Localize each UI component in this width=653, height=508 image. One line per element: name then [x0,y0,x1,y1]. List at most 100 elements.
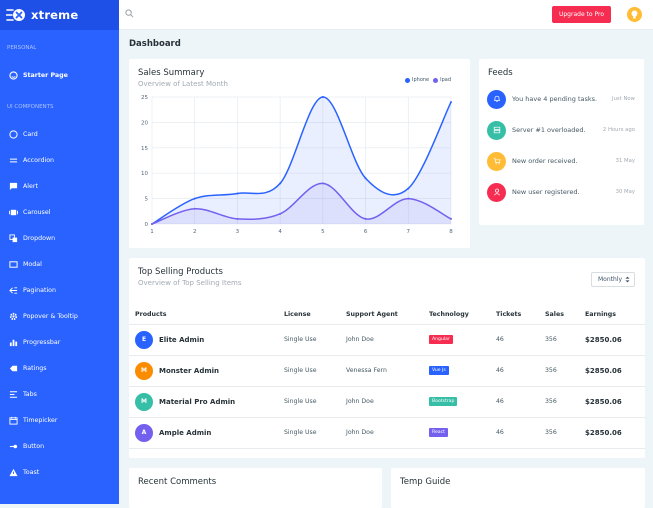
feed-time: 2 Hours ago [602,127,635,133]
feed-text: New user registered. [512,188,580,196]
feed-item[interactable]: Server #1 overloaded. 2 Hours ago [487,119,635,141]
feed-time: 31 May [615,158,635,164]
column-header: Products [129,305,278,325]
product-avatar: E [135,330,153,349]
temp-guide-card: Temp Guide [391,468,645,508]
product-name: Ample Admin [159,428,212,437]
tag-icon [9,365,18,371]
sidebar-item-dropdown[interactable]: Dropdown [0,230,119,246]
sales-cell: 356 [539,324,579,356]
sidebar-item-pagination[interactable]: Pagination [0,282,119,298]
sidebar-item-label: Ratings [23,364,47,372]
sidebar-item-accordion[interactable]: Accordion [0,152,119,168]
agent-cell: John Doe [340,417,423,449]
sidebar-item-label: Dropdown [23,234,56,242]
data-point-iphone [407,187,410,190]
chart-legend: Iphone Ipad [401,77,451,83]
product-avatar: M [135,392,153,411]
x-tick-label: 5 [321,229,325,235]
data-point-ipad [364,217,367,220]
monthly-select[interactable]: Monthly [591,272,635,287]
data-point-ipad [279,212,282,215]
table-row[interactable]: A Ample Admin Single Use John Doe React 4… [129,417,645,449]
y-tick-label: 25 [141,95,148,101]
alert-triangle-icon [9,468,18,476]
series-area-iphone [152,96,451,224]
data-point-ipad [321,182,324,185]
feed-time: Just Now [612,96,635,102]
x-tick-label: 3 [236,229,240,235]
earnings-cell: $2850.06 [579,355,645,387]
sidebar-item-label: Popover & Tooltip [23,312,78,320]
sidebar-item-progressbar[interactable]: Progressbar [0,334,119,350]
sales-chart: 0 5 10 15 20 25 1 2 3 4 5 6 7 8 [141,95,453,235]
sidebar-item-label: Toast [23,468,40,476]
toggle-icon [9,444,18,448]
data-point-iphone [193,197,196,200]
feed-item[interactable]: New user registered. 30 May [487,181,635,203]
feed-icon-bg [487,151,506,171]
pagination-icon [9,286,18,294]
y-tick-label: 15 [141,146,148,152]
agent-cell: John Doe [340,386,423,418]
tickets-cell: 46 [490,355,539,387]
top-selling-card: Top Selling Products Overview of Top Sel… [129,258,645,458]
brand-name: xtreme [31,8,79,22]
table-row[interactable]: M Material Pro Admin Single Use John Doe … [129,386,645,418]
avatar[interactable] [627,7,642,22]
sidebar-item-popover-tooltip[interactable]: Popover & Tooltip [0,308,119,324]
data-point-iphone [236,192,239,195]
calendar-icon [9,416,18,425]
table-header-row: Products License Support Agent Technolog… [129,305,645,325]
sidebar-item-card[interactable]: Card [0,126,119,142]
logo[interactable]: xtreme [0,0,119,30]
series-area-ipad [152,183,451,224]
sidebar-item-starter-page[interactable]: Starter Page [0,67,119,83]
sidebar-item-label: Progressbar [23,338,61,346]
sidebar-item-label: Timepicker [23,416,58,424]
search-icon[interactable] [125,9,134,18]
sidebar-item-toast[interactable]: Toast [0,464,119,480]
circle-icon [9,129,18,139]
x-tick-label: 2 [193,229,197,235]
feed-text: You have 4 pending tasks. [512,95,598,103]
x-tick-label: 4 [278,229,282,235]
sidebar-item-label: Tabs [23,390,37,398]
feed-icon-bg [487,120,506,140]
data-point-iphone [364,177,367,180]
sidebar-item-label: Starter Page [23,71,68,79]
product-avatar: M [135,361,153,380]
data-point-ipad [193,207,196,210]
section-personal: PERSONAL [7,45,37,51]
data-point-ipad [407,197,410,200]
feed-item[interactable]: New order received. 31 May [487,150,635,172]
feed-time: 30 May [615,189,635,195]
sidebar-item-carousel[interactable]: Carousel [0,204,119,220]
sales-title: Sales Summary [138,68,205,78]
y-tick-label: 20 [141,120,148,126]
sort-icon [625,276,630,283]
tickets-cell: 46 [490,386,539,418]
data-point-ipad [236,217,239,220]
column-header: License [278,305,340,325]
feed-item[interactable]: You have 4 pending tasks. Just Now [487,88,635,110]
legend-dot-iphone [405,77,410,83]
sidebar-item-modal[interactable]: Modal [0,256,119,272]
y-tick-label: 10 [141,171,148,177]
upgrade-button[interactable]: Upgrade to Pro [552,6,611,23]
y-tick-label: 0 [145,222,149,228]
sidebar-item-button[interactable]: Button [0,438,119,454]
sidebar-item-tabs[interactable]: Tabs [0,386,119,402]
technology-badge: React [429,428,448,437]
legend-label-ipad: Ipad [440,77,452,83]
feeds-title: Feeds [488,68,513,78]
table-row[interactable]: M Monster Admin Single Use Venessa Fern V… [129,355,645,387]
sidebar-item-label: Alert [23,182,38,190]
sidebar-item-alert[interactable]: Alert [0,178,119,194]
tickets-cell: 46 [490,324,539,356]
table-row[interactable]: E Elite Admin Single Use John Doe Angular… [129,324,645,356]
sidebar-item-ratings[interactable]: Ratings [0,360,119,376]
product-cell: A Ample Admin [135,423,278,442]
earnings-cell: $2850.06 [579,417,645,449]
sidebar-item-timepicker[interactable]: Timepicker [0,412,119,428]
